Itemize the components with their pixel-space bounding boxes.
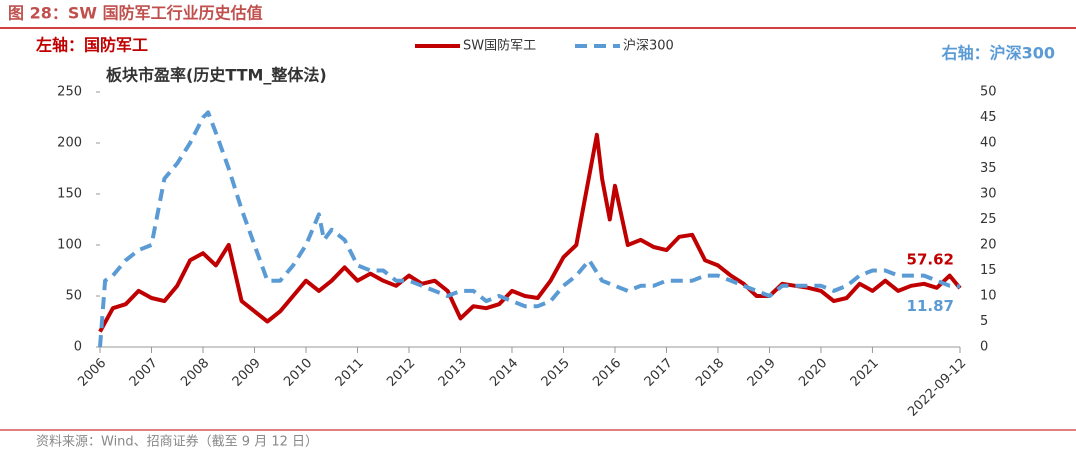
- y-tick-label: 50: [65, 289, 82, 304]
- y2-tick-label: 15: [980, 263, 997, 278]
- x-tick-label: 2011: [333, 356, 367, 390]
- legend-label: 沪深300: [623, 38, 674, 54]
- x-tick-label: 2021: [848, 356, 882, 390]
- y2-tick-label: 45: [980, 110, 997, 125]
- y-tick-label: 150: [57, 187, 82, 202]
- end-value-label: 11.87: [907, 297, 954, 315]
- right-axis-label: 右轴：沪深300: [942, 44, 1055, 63]
- subtitle: 板块市盈率(历史TTM_整体法): [106, 66, 327, 85]
- source: 资料来源：Wind、招商证券（截至 9 月 12 日）: [36, 434, 318, 450]
- x-tick-label: 2020: [796, 356, 830, 390]
- x-tick-label: 2022-09-12: [905, 356, 969, 420]
- y-tick-label: 250: [57, 85, 82, 100]
- x-tick-label: 2009: [230, 356, 264, 390]
- y2-tick-label: 40: [980, 136, 997, 151]
- y2-tick-label: 25: [980, 212, 997, 227]
- y2-tick-label: 5: [980, 314, 988, 329]
- y2-tick-label: 10: [980, 289, 997, 304]
- y-tick-label: 100: [57, 238, 82, 253]
- y2-tick-label: 30: [980, 187, 997, 202]
- series-line: [98, 110, 961, 348]
- x-tick-label: 2014: [487, 356, 521, 390]
- x-tick-label: 2015: [539, 356, 573, 390]
- x-tick-label: 2018: [693, 356, 727, 390]
- left-axis-label: 左轴：国防军工: [35, 36, 148, 55]
- x-tick-label: 2007: [127, 356, 161, 390]
- y-tick-label: 0: [74, 340, 82, 355]
- x-tick-label: 2019: [745, 356, 779, 390]
- x-tick-label: 2012: [384, 356, 418, 390]
- x-tick-label: 2010: [281, 356, 315, 390]
- chart-title: 图 28：SW 国防军工行业历史估值: [8, 4, 263, 23]
- x-tick-label: 2008: [178, 356, 212, 390]
- end-value-label: 57.62: [907, 251, 954, 269]
- y2-tick-label: 50: [980, 85, 997, 100]
- legend-label: SW国防军工: [463, 38, 536, 54]
- x-tick-label: 2013: [436, 356, 470, 390]
- y-tick-label: 200: [57, 136, 82, 151]
- y2-tick-label: 0: [980, 340, 988, 355]
- x-tick-label: 2006: [75, 356, 109, 390]
- y2-tick-label: 20: [980, 238, 997, 253]
- y2-tick-label: 35: [980, 161, 997, 176]
- x-tick-label: 2016: [590, 356, 624, 390]
- x-tick-label: 2017: [642, 356, 676, 390]
- series-line: [98, 132, 962, 333]
